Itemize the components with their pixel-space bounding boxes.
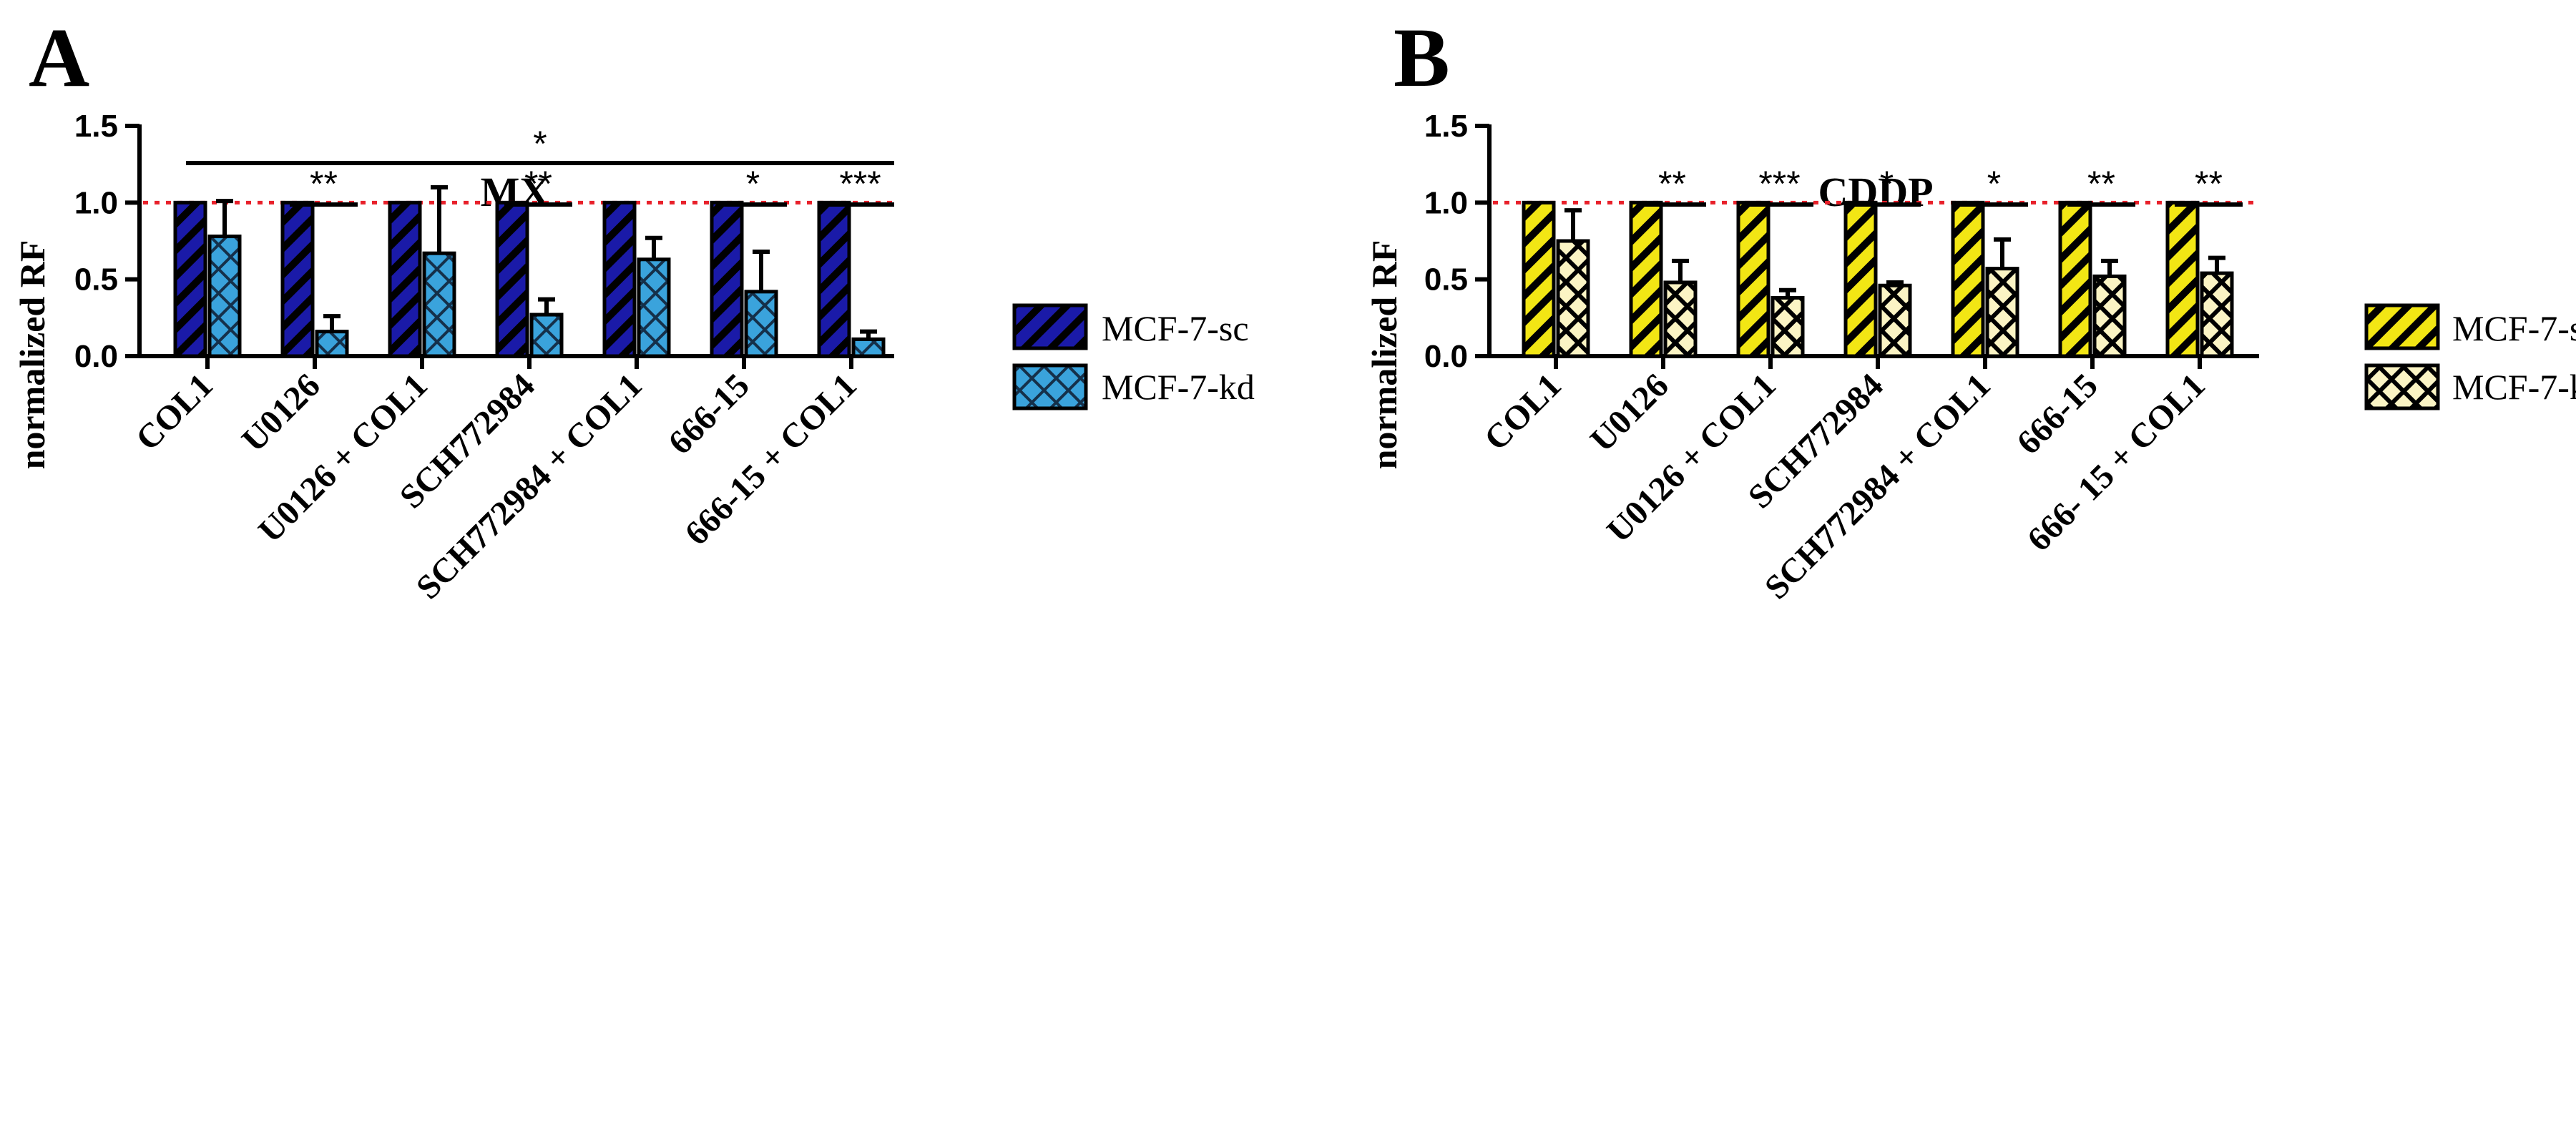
sig-label-a-1: ** [310,164,338,204]
bar-kd-a-1 [315,330,349,358]
sig-label-a-3: * [746,164,760,204]
bar-sc-a-2 [388,200,422,358]
y-tick-label-b-3: 1.5 [1424,109,1468,144]
sig-label-b-0: ** [1658,164,1686,204]
legend-swatch-kd-b [2364,363,2440,410]
legend-swatch-sc-a [1012,303,1088,350]
bar-kd-a-3 [529,312,564,358]
bar-kd-a-2 [422,251,456,358]
panel-letter-b: B [1394,11,1450,104]
legend-label-kd-a: MCF-7-kd [1102,367,1255,407]
y-tick-label-b-0: 0.0 [1424,339,1468,374]
category-label-a-0: COL1 [129,366,220,458]
bar-kd-b-0 [1556,239,1590,358]
bar-kd-b-3 [1878,283,1912,358]
bar-sc-b-1 [1629,200,1663,358]
sig-label-a-2: ** [524,164,552,204]
bar-kd-a-5 [744,290,778,358]
legend-b: MCF-7-sc MCF-7-kd [2364,303,2576,410]
sig-label-b-2: * [1880,164,1894,204]
y-axis-label-a: normalized RF [12,240,52,470]
legend-label-sc-b: MCF-7-sc [2452,308,2576,348]
panel-letter-a: A [29,11,89,104]
legend-swatch-kd-a [1012,363,1088,410]
category-label-a-1: U0126 [235,366,328,459]
bar-kd-b-2 [1771,295,1805,358]
bar-sc-a-1 [280,200,315,358]
legend-swatch-sc-b [2364,303,2440,350]
category-label-b-1: U0126 [1583,366,1676,459]
bar-sc-b-0 [1522,200,1556,358]
legend-label-sc-a: MCF-7-sc [1102,308,1249,348]
sig-label-b-1: *** [1758,164,1800,204]
bar-sc-a-0 [173,200,207,358]
bar-kd-b-6 [2200,271,2234,358]
bar-sc-b-4 [1951,200,1985,358]
bar-sc-b-5 [2058,200,2092,358]
y-tick-label-b-1: 0.5 [1424,262,1468,297]
sig-label-b-3: * [1987,164,2001,204]
y-tick-label-a-3: 1.5 [74,109,118,144]
bar-kd-b-4 [1985,267,2019,358]
category-label-a-5: 666-15 [661,366,757,462]
y-tick-label-a-1: 0.5 [74,262,118,297]
category-label-b-0: COL1 [1477,366,1569,458]
category-label-b-5: 666-15 [2009,366,2105,462]
y-tick-label-b-2: 1.0 [1424,185,1468,220]
bar-sc-a-4 [602,200,637,358]
y-tick-label-a-0: 0.0 [74,339,118,374]
bar-sc-a-3 [495,200,529,358]
sig-label-b-5: ** [2195,164,2223,204]
y-tick-label-a-2: 1.0 [74,185,118,220]
bar-kd-b-1 [1663,280,1698,358]
legend-label-kd-b: MCF-7-kd [2452,367,2576,407]
y-axis-label-b: normalized RF [1364,240,1404,470]
sig-label-b-4: ** [2087,164,2115,204]
bar-sc-b-6 [2165,200,2200,358]
bar-sc-b-2 [1736,200,1771,358]
sig-label-a-0: * [533,124,547,164]
bar-kd-b-5 [2092,274,2127,358]
bar-kd-a-0 [207,235,242,358]
sig-label-a-4: *** [839,164,881,204]
bar-sc-b-3 [1843,200,1878,358]
bar-sc-a-6 [817,200,851,358]
bar-kd-a-6 [851,337,886,358]
bar-kd-a-4 [637,257,671,358]
legend-a: MCF-7-sc MCF-7-kd [1012,303,1255,410]
bar-sc-a-5 [710,200,744,358]
